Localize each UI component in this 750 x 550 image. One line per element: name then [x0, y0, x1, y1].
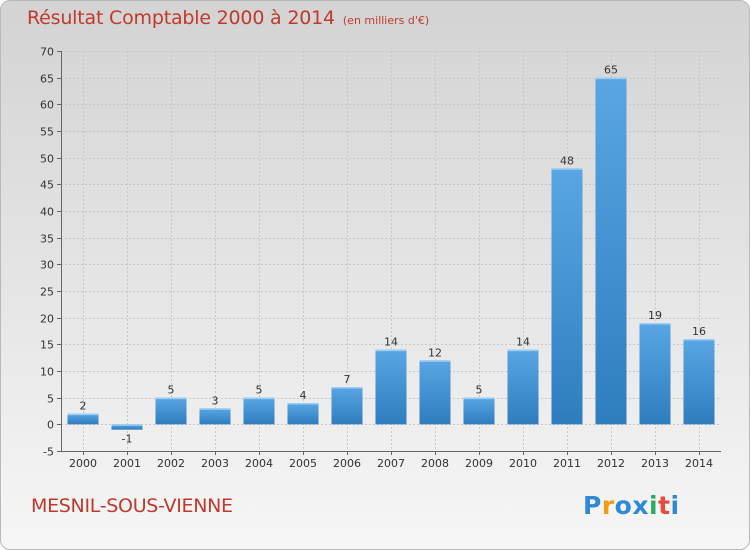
bar-highlight — [463, 397, 495, 400]
bar — [111, 424, 143, 430]
x-tick-label: 2014 — [685, 457, 713, 470]
bar — [595, 77, 627, 425]
bar-highlight — [375, 349, 407, 352]
bar-highlight — [155, 397, 187, 400]
y-tick-label: 45 — [40, 179, 54, 192]
y-tick-label: 20 — [40, 313, 54, 326]
bar-highlight — [683, 339, 715, 341]
x-tick-label: 2008 — [421, 457, 449, 470]
bar — [67, 413, 99, 425]
value-label: 12 — [428, 346, 442, 359]
bar-highlight — [243, 397, 275, 400]
y-tick-label: 10 — [40, 366, 54, 379]
bar-highlight — [67, 413, 99, 416]
value-label: 65 — [604, 64, 618, 77]
unit-note: (en milliers d'€) — [342, 14, 430, 27]
bar — [551, 168, 583, 425]
x-tick-label: 2010 — [509, 457, 537, 470]
y-tick-label: 60 — [40, 99, 54, 112]
labels: 2 2000 -1 2001 5 2002 3 2003 5 2004 4 2005 7 2006 14 20… — [69, 64, 713, 470]
x-tick-label: 2000 — [69, 457, 97, 470]
bar — [683, 339, 715, 425]
y-tick-label: 30 — [40, 259, 54, 272]
chart-title: Résultat Comptable 2000 à 2014 (en millie… — [27, 7, 429, 29]
x-tick-label: 2004 — [245, 457, 273, 470]
bar — [419, 360, 451, 425]
value-label: 19 — [648, 309, 662, 322]
bar — [243, 397, 275, 425]
x-tick-label: 2012 — [597, 457, 625, 470]
y-tick-label: 25 — [40, 286, 54, 299]
logo-letter: t — [658, 491, 671, 520]
value-label: 16 — [692, 325, 706, 338]
bar-highlight — [199, 408, 231, 410]
value-label: 2 — [80, 400, 87, 413]
logo-letter: x — [632, 491, 649, 520]
y-tick-label: -5 — [43, 446, 54, 459]
value-label: -1 — [122, 433, 133, 446]
value-label: 4 — [300, 389, 307, 402]
x-tick-label: 2009 — [465, 457, 493, 470]
logo-letter: P — [583, 491, 602, 520]
title-text: Résultat Comptable 2000 à 2014 — [27, 7, 335, 29]
logo-letter: i — [649, 491, 659, 520]
proxiti-logo: Proxiti — [583, 491, 680, 520]
bar — [199, 408, 231, 425]
value-label: 5 — [256, 384, 263, 397]
y-tick-label: 15 — [40, 339, 54, 352]
y-tick-label: 55 — [40, 126, 54, 139]
bar-highlight — [287, 403, 319, 405]
value-label: 14 — [384, 336, 398, 349]
logo-letter: i — [670, 491, 680, 520]
y-tick-label: 35 — [40, 233, 54, 246]
y-tick-label: 40 — [40, 206, 54, 219]
bar — [331, 387, 363, 425]
bar — [463, 397, 495, 425]
y-tick-label: 50 — [40, 153, 54, 166]
bar — [507, 349, 539, 425]
value-label: 5 — [476, 384, 483, 397]
x-tick-label: 2013 — [641, 457, 669, 470]
y-tick-label: 70 — [40, 46, 54, 59]
x-tick-label: 2002 — [157, 457, 185, 470]
y-tick-label: 0 — [47, 419, 54, 432]
bars — [67, 77, 715, 430]
y-tick-label: 5 — [47, 393, 54, 406]
bar-highlight — [639, 323, 671, 325]
bar — [375, 349, 407, 425]
x-tick-label: 2007 — [377, 457, 405, 470]
value-label: 48 — [560, 154, 574, 167]
bar-highlight — [595, 77, 627, 80]
bar-highlight — [331, 387, 363, 389]
x-tick-label: 2005 — [289, 457, 317, 470]
bar-highlight — [551, 168, 583, 170]
x-tick-label: 2011 — [553, 457, 581, 470]
y-tick-label: 65 — [40, 73, 54, 86]
bar — [155, 397, 187, 425]
logo-letter: o — [614, 491, 633, 520]
bar-highlight — [111, 424, 143, 426]
bar — [287, 403, 319, 425]
bar-highlight — [419, 360, 451, 362]
value-label: 7 — [344, 373, 351, 386]
value-label: 14 — [516, 336, 530, 349]
logo-letter: r — [601, 491, 615, 520]
value-label: 5 — [168, 384, 175, 397]
commune-name: MESNIL-SOUS-VIENNE — [31, 495, 233, 517]
bar-highlight — [507, 349, 539, 352]
value-label: 3 — [212, 394, 219, 407]
x-tick-label: 2003 — [201, 457, 229, 470]
x-tick-label: 2006 — [333, 457, 361, 470]
x-tick-label: 2001 — [113, 457, 141, 470]
bar — [639, 323, 671, 425]
